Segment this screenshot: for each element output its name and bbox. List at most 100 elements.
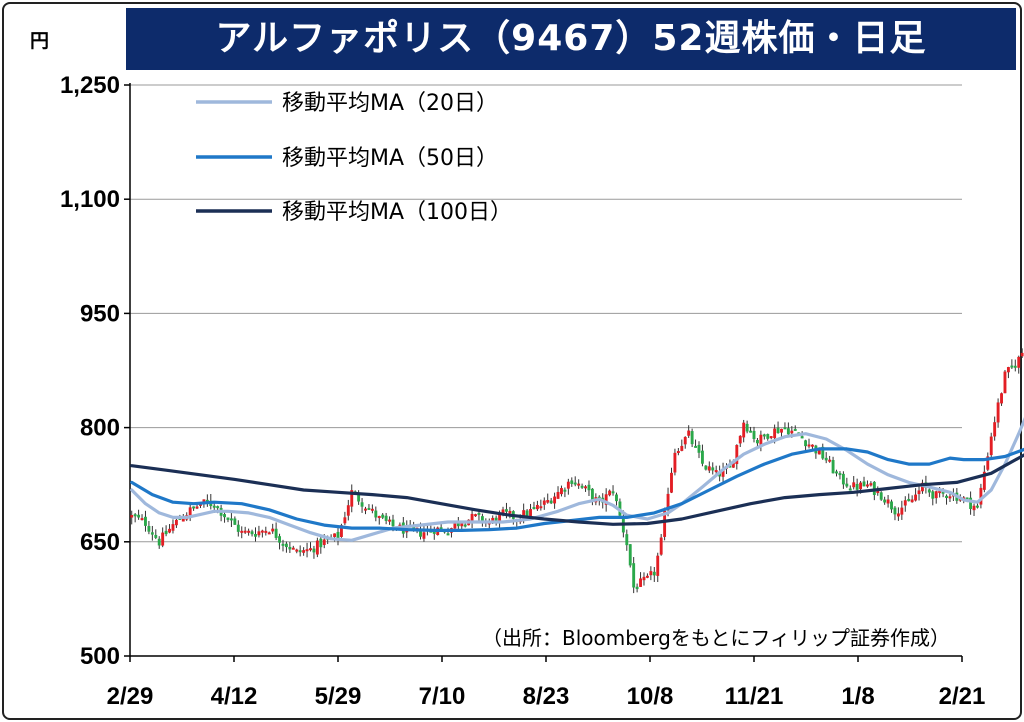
candle-up <box>271 528 275 532</box>
candle-down <box>570 480 574 484</box>
candle-up <box>707 466 711 471</box>
candle-down <box>532 507 536 510</box>
candle-down <box>945 495 948 498</box>
y-tick-label: 800 <box>80 415 120 442</box>
candle-down <box>786 428 790 435</box>
candle-up <box>339 525 343 537</box>
candle-up <box>377 516 381 519</box>
candle-up <box>670 472 673 493</box>
candle-up <box>807 444 811 447</box>
candle-up <box>240 530 244 533</box>
candle-up <box>553 496 557 504</box>
candle-up <box>869 483 873 486</box>
legend-label-ma100: 移動平均MA（100日） <box>282 200 512 225</box>
candle-up <box>731 462 735 468</box>
candle-up <box>903 500 907 506</box>
candle-down <box>357 493 361 502</box>
candle-up <box>370 508 374 511</box>
candle-up <box>811 444 814 447</box>
x-tick-label: 11/21 <box>725 683 784 710</box>
candle-down <box>590 488 594 501</box>
candle-up <box>264 530 268 533</box>
candle-down <box>133 514 137 517</box>
candle-down <box>157 538 161 546</box>
candle-down <box>611 491 615 494</box>
x-tick-label: 5/29 <box>315 683 362 710</box>
candle-down <box>525 510 529 516</box>
chart-title: アルファポリス（9467）52週株価・日足 <box>126 8 1016 70</box>
candle-down <box>800 436 804 439</box>
candle-up <box>247 530 251 533</box>
candle-up <box>333 533 337 537</box>
candle-down <box>931 491 935 499</box>
candle-down <box>1010 365 1014 368</box>
candle-up <box>859 482 863 490</box>
candle-down <box>941 491 945 494</box>
candle-up <box>910 499 914 503</box>
x-tick-label: 10/8 <box>627 683 674 710</box>
candle-up <box>780 428 783 433</box>
candle-down <box>587 484 591 491</box>
candle-up <box>917 490 921 495</box>
candle-down <box>298 550 302 553</box>
candle-up <box>309 548 312 551</box>
candle-down <box>969 497 973 509</box>
legend: 移動平均MA（20日） 移動平均MA（50日） 移動平均MA（100日） <box>196 91 512 225</box>
candle-down <box>927 489 931 493</box>
candle-down <box>144 516 147 526</box>
candle-up <box>257 531 261 536</box>
candle-up <box>982 471 986 490</box>
candle-down <box>862 481 866 487</box>
y-axis-unit-label: 円 <box>30 31 50 52</box>
candle-down <box>505 509 508 512</box>
candle-up <box>343 517 347 524</box>
candle-down <box>147 526 151 532</box>
candle-down <box>1013 365 1017 368</box>
candle-down <box>893 507 897 515</box>
candle-up <box>604 494 608 505</box>
candle-up <box>993 422 997 437</box>
grid-lines <box>124 84 962 657</box>
candle-up <box>508 510 512 514</box>
y-tick-label: 650 <box>80 529 120 556</box>
candle-down <box>976 505 979 508</box>
candle-up <box>886 499 890 504</box>
candle-up <box>639 578 642 587</box>
y-tick-label: 1,250 <box>60 72 120 99</box>
candle-up <box>663 510 667 537</box>
candle-up <box>828 459 832 462</box>
candle-down <box>755 440 759 444</box>
candle-down <box>793 428 797 431</box>
candle-up <box>498 513 502 523</box>
candle-down <box>284 543 288 548</box>
candle-down <box>628 544 632 566</box>
candle-down <box>192 506 196 509</box>
candle-down <box>480 516 484 523</box>
candle-down <box>835 471 838 474</box>
candle-down <box>274 528 278 538</box>
candle-up <box>556 491 560 499</box>
candle-up <box>539 506 543 509</box>
candle-down <box>625 534 629 546</box>
candle-up <box>140 518 144 521</box>
candle-down <box>694 445 697 448</box>
candle-up <box>676 451 680 454</box>
candle-up <box>790 430 794 434</box>
candle-down <box>766 434 770 439</box>
candle-down <box>150 532 154 535</box>
legend-label-ma50: 移動平均MA（50日） <box>282 146 498 171</box>
candle-up <box>900 507 904 515</box>
candle-down <box>477 512 481 515</box>
candle-up <box>267 532 271 535</box>
candle-down <box>728 465 732 468</box>
ma100-line <box>130 453 1024 526</box>
candle-up <box>188 507 192 516</box>
candle-up <box>322 539 326 545</box>
candle-up <box>295 549 299 552</box>
candle-up <box>996 402 1000 423</box>
candle-down <box>456 522 460 527</box>
candle-up <box>721 468 725 477</box>
x-tick-label: 4/12 <box>211 683 258 710</box>
